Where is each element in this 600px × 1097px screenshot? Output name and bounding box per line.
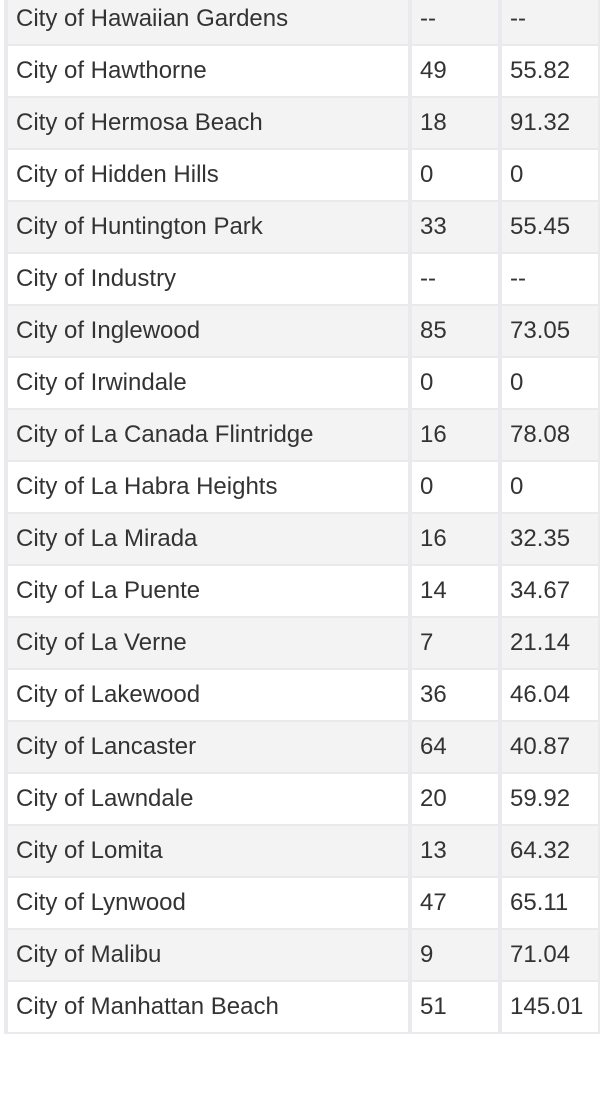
city-name-cell: City of La Habra Heights bbox=[4, 460, 412, 514]
rate-cell: 59.92 bbox=[498, 772, 600, 826]
city-name-cell: City of Irwindale bbox=[4, 356, 412, 410]
table-row: City of Malibu 9 71.04 bbox=[4, 928, 600, 982]
count-cell: 0 bbox=[408, 460, 502, 514]
city-name-cell: City of Manhattan Beach bbox=[4, 980, 412, 1034]
city-name-cell: City of Lomita bbox=[4, 824, 412, 878]
count-cell: 49 bbox=[408, 44, 502, 98]
rate-cell: 34.67 bbox=[498, 564, 600, 618]
table-row: City of Lynwood 47 65.11 bbox=[4, 876, 600, 930]
city-name-cell: City of Huntington Park bbox=[4, 200, 412, 254]
table-row: City of Hawthorne 49 55.82 bbox=[4, 44, 600, 98]
rate-cell: 40.87 bbox=[498, 720, 600, 774]
city-name-cell: City of Malibu bbox=[4, 928, 412, 982]
city-name-cell: City of Inglewood bbox=[4, 304, 412, 358]
table-row: City of Lomita 13 64.32 bbox=[4, 824, 600, 878]
table-row: City of Lakewood 36 46.04 bbox=[4, 668, 600, 722]
table-row: City of Manhattan Beach 51 145.01 bbox=[4, 980, 600, 1034]
count-cell: 33 bbox=[408, 200, 502, 254]
rate-cell: 0 bbox=[498, 356, 600, 410]
rate-cell: 55.45 bbox=[498, 200, 600, 254]
rate-cell: 91.32 bbox=[498, 96, 600, 150]
table-row: City of Lancaster 64 40.87 bbox=[4, 720, 600, 774]
table-row: City of La Habra Heights 0 0 bbox=[4, 460, 600, 514]
rate-cell: -- bbox=[498, 0, 600, 46]
count-cell: 47 bbox=[408, 876, 502, 930]
rate-cell: 65.11 bbox=[498, 876, 600, 930]
count-cell: -- bbox=[408, 252, 502, 306]
count-cell: 0 bbox=[408, 356, 502, 410]
city-name-cell: City of La Verne bbox=[4, 616, 412, 670]
count-cell: 16 bbox=[408, 512, 502, 566]
table-row: City of La Canada Flintridge 16 78.08 bbox=[4, 408, 600, 462]
rate-cell: 145.01 bbox=[498, 980, 600, 1034]
rate-cell: 78.08 bbox=[498, 408, 600, 462]
count-cell: -- bbox=[408, 0, 502, 46]
count-cell: 9 bbox=[408, 928, 502, 982]
rate-cell: 21.14 bbox=[498, 616, 600, 670]
rate-cell: 32.35 bbox=[498, 512, 600, 566]
city-name-cell: City of Hidden Hills bbox=[4, 148, 412, 202]
count-cell: 13 bbox=[408, 824, 502, 878]
table-row: City of La Mirada 16 32.35 bbox=[4, 512, 600, 566]
rate-cell: 73.05 bbox=[498, 304, 600, 358]
table-row: City of La Puente 14 34.67 bbox=[4, 564, 600, 618]
city-name-cell: City of Lakewood bbox=[4, 668, 412, 722]
table-row: City of Irwindale 0 0 bbox=[4, 356, 600, 410]
rate-cell: 0 bbox=[498, 148, 600, 202]
city-name-cell: City of La Mirada bbox=[4, 512, 412, 566]
count-cell: 16 bbox=[408, 408, 502, 462]
count-cell: 18 bbox=[408, 96, 502, 150]
rate-cell: 0 bbox=[498, 460, 600, 514]
table-row: City of La Verne 7 21.14 bbox=[4, 616, 600, 670]
city-name-cell: City of Lynwood bbox=[4, 876, 412, 930]
count-cell: 14 bbox=[408, 564, 502, 618]
table-row: City of Hidden Hills 0 0 bbox=[4, 148, 600, 202]
city-name-cell: City of La Canada Flintridge bbox=[4, 408, 412, 462]
table-row: City of Hawaiian Gardens -- -- bbox=[4, 0, 600, 46]
count-cell: 36 bbox=[408, 668, 502, 722]
city-name-cell: City of Industry bbox=[4, 252, 412, 306]
count-cell: 51 bbox=[408, 980, 502, 1034]
city-name-cell: City of Hawthorne bbox=[4, 44, 412, 98]
rate-cell: 71.04 bbox=[498, 928, 600, 982]
count-cell: 20 bbox=[408, 772, 502, 826]
table-row: City of Huntington Park 33 55.45 bbox=[4, 200, 600, 254]
count-cell: 64 bbox=[408, 720, 502, 774]
rate-cell: -- bbox=[498, 252, 600, 306]
city-name-cell: City of Lancaster bbox=[4, 720, 412, 774]
table-row: City of Hermosa Beach 18 91.32 bbox=[4, 96, 600, 150]
table-row: City of Inglewood 85 73.05 bbox=[4, 304, 600, 358]
city-name-cell: City of Lawndale bbox=[4, 772, 412, 826]
table-row: City of Lawndale 20 59.92 bbox=[4, 772, 600, 826]
rate-cell: 55.82 bbox=[498, 44, 600, 98]
count-cell: 85 bbox=[408, 304, 502, 358]
city-name-cell: City of Hermosa Beach bbox=[4, 96, 412, 150]
city-name-cell: City of Hawaiian Gardens bbox=[4, 0, 412, 46]
city-name-cell: City of La Puente bbox=[4, 564, 412, 618]
count-cell: 7 bbox=[408, 616, 502, 670]
count-cell: 0 bbox=[408, 148, 502, 202]
rate-cell: 46.04 bbox=[498, 668, 600, 722]
table-row: City of Industry -- -- bbox=[4, 252, 600, 306]
rate-cell: 64.32 bbox=[498, 824, 600, 878]
cities-table: City of Hawaiian Gardens -- -- City of H… bbox=[4, 0, 600, 1034]
